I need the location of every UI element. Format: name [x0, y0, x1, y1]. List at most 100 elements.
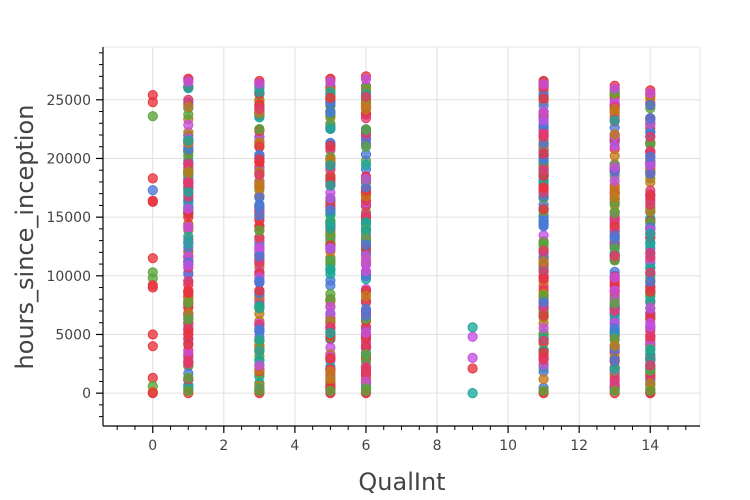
y-tick-label: 5000	[55, 327, 91, 343]
data-point	[645, 276, 656, 287]
data-point	[645, 385, 656, 396]
data-point	[183, 260, 194, 271]
x-tick-label: 12	[570, 438, 588, 454]
data-point	[147, 111, 158, 122]
data-point	[183, 119, 194, 130]
y-tick-label: 10000	[46, 269, 91, 285]
data-point	[538, 385, 549, 396]
data-point	[325, 160, 336, 171]
data-point	[183, 339, 194, 350]
data-point	[325, 204, 336, 216]
y-tick-label: 20000	[46, 151, 91, 167]
data-point	[360, 113, 372, 124]
data-point	[183, 135, 194, 146]
data-point	[467, 352, 478, 363]
data-point	[254, 182, 265, 193]
x-tick-label: 4	[290, 438, 299, 454]
data-point	[538, 245, 549, 257]
data-point	[467, 331, 478, 342]
data-point	[183, 167, 194, 178]
data-point	[147, 282, 158, 293]
axes: 0 2 4 6 8 10 12 14 0 5000 10000 15000 20000 25000	[46, 47, 700, 454]
data-point	[147, 97, 158, 108]
data-point	[325, 180, 336, 191]
data-point	[645, 99, 656, 111]
data-point	[183, 101, 194, 113]
x-axis-title: QualInt	[358, 468, 445, 496]
data-point	[538, 164, 549, 175]
data-point	[183, 221, 194, 232]
data-point	[538, 374, 549, 385]
data-point	[609, 192, 620, 203]
x-tick-label: 2	[219, 438, 228, 454]
data-point	[360, 250, 372, 261]
data-point	[538, 131, 549, 142]
data-point	[609, 207, 620, 218]
data-point	[360, 141, 372, 152]
data-point	[325, 92, 336, 104]
data-point	[254, 385, 265, 396]
data-point	[254, 302, 265, 314]
data-point	[538, 335, 549, 346]
data-point	[538, 256, 549, 267]
data-point	[645, 168, 656, 179]
data-point	[325, 301, 336, 312]
data-point	[645, 360, 656, 371]
y-tick-label: 15000	[46, 210, 91, 226]
data-point	[538, 216, 549, 227]
data-point	[360, 104, 372, 115]
data-point	[538, 115, 549, 126]
data-point	[360, 290, 372, 301]
data-point	[183, 76, 194, 87]
data-point	[360, 265, 372, 277]
data-point	[609, 385, 620, 396]
data-point	[538, 273, 549, 284]
x-tick-label: 0	[148, 438, 157, 454]
data-point	[645, 199, 656, 210]
data-point	[183, 177, 194, 188]
data-point	[254, 360, 265, 371]
data-point	[467, 363, 478, 374]
data-point	[183, 372, 194, 383]
data-point	[645, 88, 656, 99]
data-point	[609, 104, 620, 115]
data-point	[645, 286, 656, 297]
data-point	[325, 264, 336, 275]
x-tick-label: 6	[362, 438, 371, 454]
data-point	[325, 123, 336, 134]
data-point	[147, 341, 158, 352]
data-point	[183, 355, 194, 367]
data-point	[467, 322, 478, 333]
data-point	[609, 115, 620, 126]
data-point	[645, 247, 656, 258]
data-point	[609, 355, 620, 366]
y-tick-label: 25000	[46, 93, 91, 109]
data-point	[645, 190, 656, 201]
data-point	[360, 239, 372, 250]
data-point	[360, 91, 372, 103]
data-point	[254, 345, 265, 356]
x-tick-label: 8	[433, 438, 442, 454]
data-point	[254, 225, 265, 236]
data-points	[147, 71, 656, 399]
data-point	[325, 140, 336, 151]
data-point	[609, 233, 620, 244]
data-point	[254, 103, 265, 115]
plot-area	[102, 46, 701, 427]
data-point	[645, 303, 656, 314]
data-point	[645, 151, 656, 162]
data-point	[609, 141, 620, 152]
data-point	[183, 276, 194, 287]
data-point	[183, 238, 194, 249]
data-point	[645, 331, 656, 342]
data-point	[645, 228, 656, 239]
data-point	[147, 329, 158, 340]
data-point	[645, 113, 656, 124]
data-point	[183, 203, 194, 214]
data-point	[609, 340, 620, 351]
data-point	[183, 297, 194, 308]
y-axis-title: hours_since_inception	[11, 105, 39, 370]
data-point	[325, 243, 336, 254]
data-point	[609, 175, 620, 186]
data-point	[609, 221, 620, 232]
